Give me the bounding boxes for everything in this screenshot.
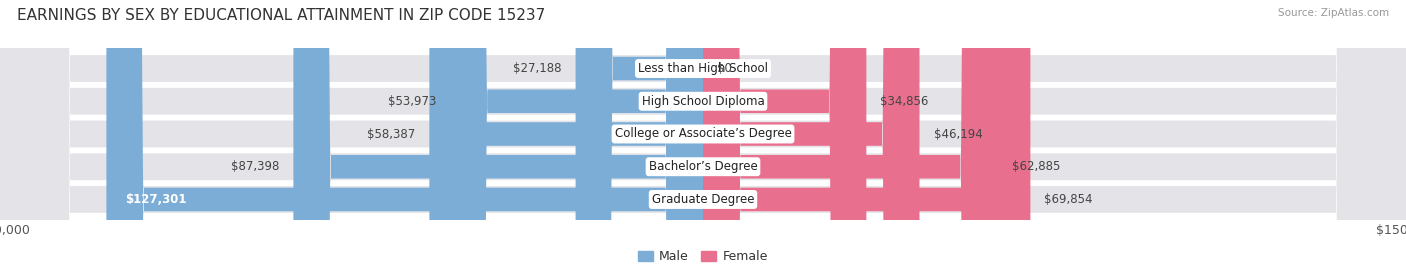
Text: College or Associate’s Degree: College or Associate’s Degree (614, 128, 792, 140)
Text: Source: ZipAtlas.com: Source: ZipAtlas.com (1278, 8, 1389, 18)
Text: $27,188: $27,188 (513, 62, 561, 75)
FancyBboxPatch shape (107, 0, 703, 268)
FancyBboxPatch shape (294, 0, 703, 268)
Text: $0: $0 (717, 62, 733, 75)
FancyBboxPatch shape (450, 0, 703, 268)
FancyBboxPatch shape (703, 0, 920, 268)
Text: $46,194: $46,194 (934, 128, 983, 140)
Text: Less than High School: Less than High School (638, 62, 768, 75)
Text: $53,973: $53,973 (388, 95, 436, 108)
Text: $62,885: $62,885 (1012, 160, 1060, 173)
FancyBboxPatch shape (703, 0, 866, 268)
Text: $58,387: $58,387 (367, 128, 415, 140)
Text: EARNINGS BY SEX BY EDUCATIONAL ATTAINMENT IN ZIP CODE 15237: EARNINGS BY SEX BY EDUCATIONAL ATTAINMEN… (17, 8, 546, 23)
Text: Bachelor’s Degree: Bachelor’s Degree (648, 160, 758, 173)
Text: High School Diploma: High School Diploma (641, 95, 765, 108)
Text: $69,854: $69,854 (1045, 193, 1092, 206)
Text: Graduate Degree: Graduate Degree (652, 193, 754, 206)
Text: $87,398: $87,398 (231, 160, 280, 173)
Legend: Male, Female: Male, Female (633, 245, 773, 268)
FancyBboxPatch shape (703, 0, 1031, 268)
Text: $127,301: $127,301 (125, 193, 187, 206)
FancyBboxPatch shape (429, 0, 703, 268)
Text: $34,856: $34,856 (880, 95, 929, 108)
FancyBboxPatch shape (575, 0, 703, 268)
FancyBboxPatch shape (703, 0, 998, 268)
